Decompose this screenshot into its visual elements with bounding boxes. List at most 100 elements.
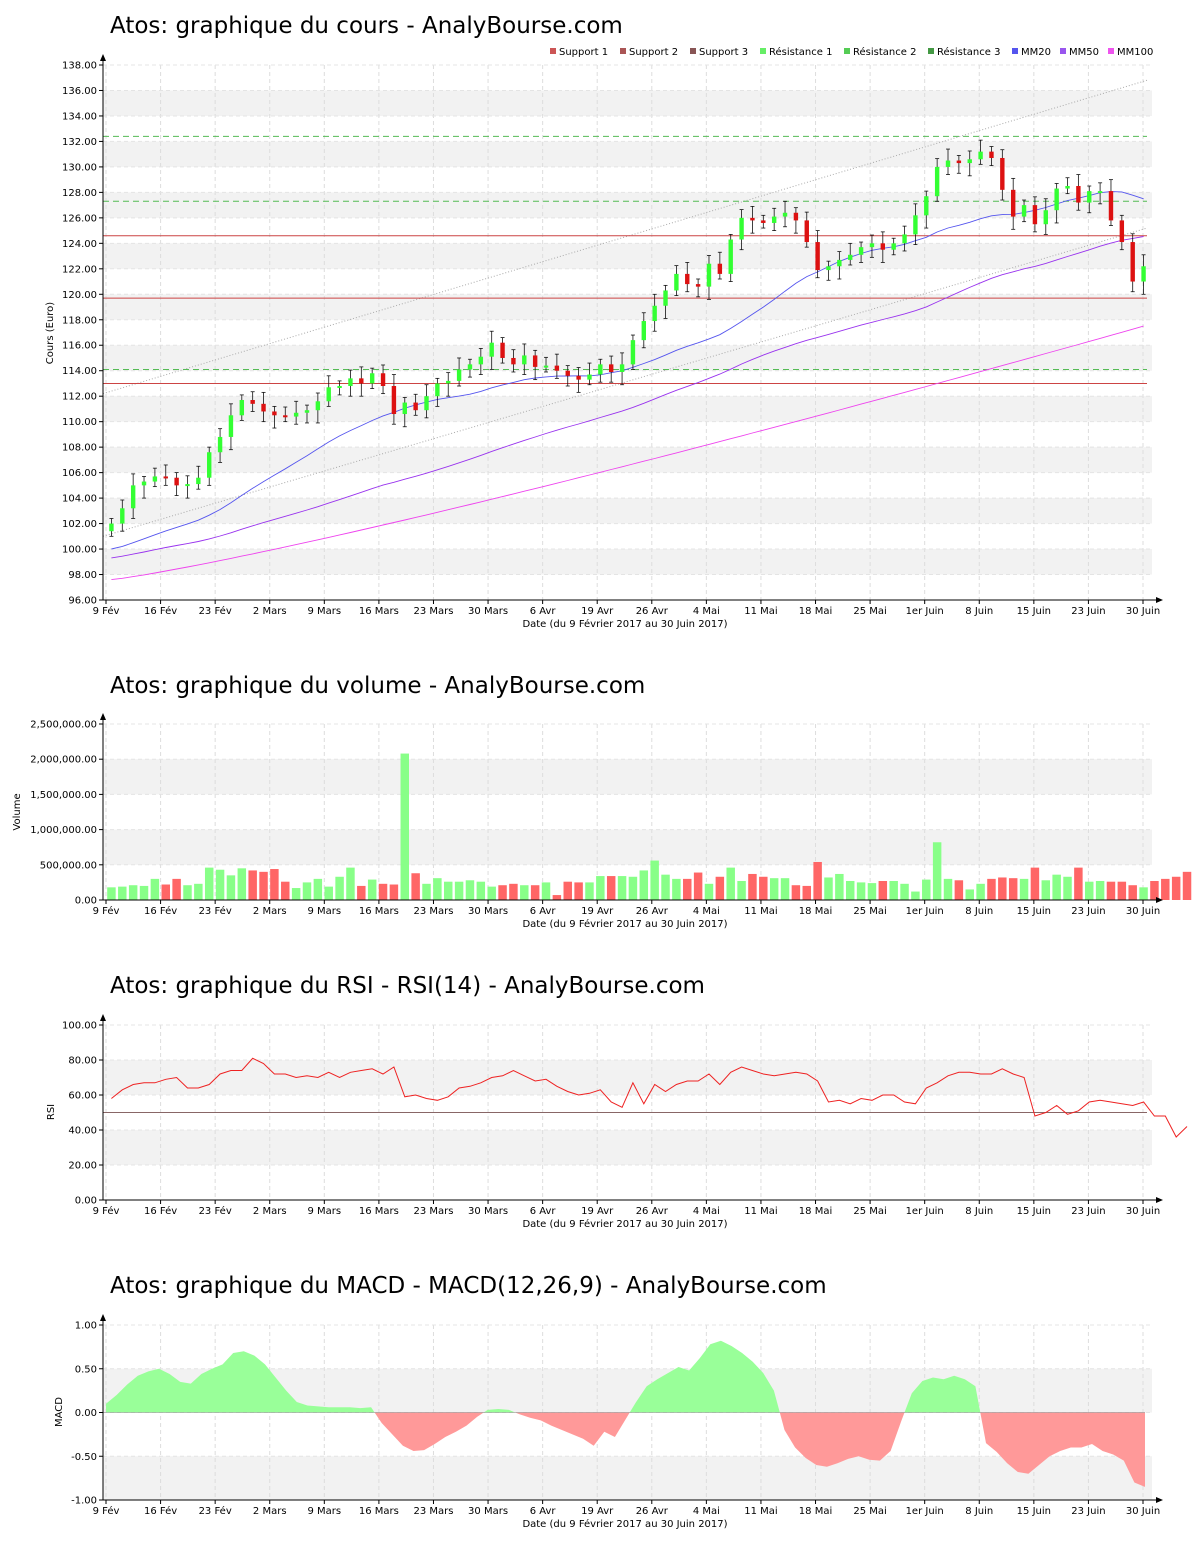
volume-bar (378, 883, 388, 900)
price-legend: Support 1 Support 2 Support 3 Résistance 1 R… (550, 46, 1153, 58)
candle-down (695, 284, 701, 287)
rsi-xtick-label: 16 Mars (359, 1206, 399, 1217)
candle-down (1076, 186, 1081, 203)
candle-down (1000, 157, 1005, 190)
volume-bar (748, 873, 757, 900)
volume-bar (237, 868, 247, 900)
price-ytick-label: 134.00 (62, 111, 97, 122)
volume-bar (1150, 880, 1159, 900)
rsi-ytick-label: 80.00 (68, 1056, 97, 1067)
volume-bar (498, 885, 507, 900)
volume-xtick-label: 16 Mars (359, 906, 399, 917)
candle-up (837, 259, 842, 267)
rsi-xtick-label: 11 Mai (744, 1206, 777, 1217)
volume-bar (346, 867, 355, 900)
volume-bar (1019, 878, 1029, 900)
price-ylabel: Cours (Euro) (45, 302, 56, 365)
mm100-line (111, 325, 1144, 581)
volume-xtick-label: 19 Avr (581, 906, 614, 917)
price-band (103, 345, 1152, 371)
candle-up (467, 364, 473, 370)
volume-bar (1106, 881, 1116, 900)
candle-up (207, 452, 212, 478)
price-xlabel: Date (du 9 Février 2017 au 30 Juin 2017) (522, 618, 727, 630)
candle-up (369, 373, 375, 384)
volume-bar (628, 876, 638, 900)
volume-bar (291, 888, 301, 900)
volume-bar (672, 878, 681, 900)
volume-bar (596, 876, 605, 900)
volume-xtick-label: 18 Mai (799, 906, 832, 917)
legend-swatch (1060, 48, 1066, 54)
price-xtick-label: 25 Mai (853, 606, 886, 617)
volume-xtick-label: 11 Mai (744, 906, 777, 917)
candle-up (902, 234, 907, 244)
candle-down (793, 212, 799, 221)
candle-up (304, 410, 310, 413)
price-band (103, 141, 1152, 167)
rsi-ytick-label: 0.00 (75, 1196, 97, 1207)
price-xtick-label: 1er Juin (906, 606, 944, 617)
rsi-xtick-label: 16 Fév (144, 1205, 177, 1217)
price-ytick-label: 138.00 (62, 61, 97, 72)
candle-up (489, 342, 494, 357)
volume-bar (813, 861, 822, 900)
price-candles (109, 139, 1146, 537)
candle-up (130, 485, 136, 509)
volume-bar (335, 876, 344, 900)
price-band (103, 549, 1152, 575)
volume-band (103, 829, 1152, 865)
rsi-chart: Atos: graphique du RSI - RSI(14) - Analy… (46, 973, 1188, 1230)
volume-bar (118, 886, 127, 900)
macd-ytick-label: 0.50 (75, 1364, 97, 1375)
candle-down (1130, 242, 1135, 282)
volume-bar (661, 874, 670, 900)
mm50-line (111, 236, 1144, 559)
price-ytick-label: 118.00 (62, 315, 97, 326)
candle-down (174, 477, 179, 486)
candle-up (239, 400, 245, 416)
candle-up (869, 243, 875, 248)
price-ytick-label: 110.00 (62, 417, 97, 428)
candle-down (272, 411, 277, 416)
macd-xtick-label: 11 Mai (744, 1506, 777, 1517)
legend-label: Support 2 (629, 47, 678, 58)
price-xtick-label: 15 Juin (1017, 606, 1051, 617)
volume-bar (1128, 885, 1137, 900)
volume-xtick-label: 23 Mars (413, 906, 453, 917)
macd-xtick-label: 19 Avr (581, 1506, 614, 1517)
macd-positive-area (483, 1409, 516, 1413)
volume-bar (835, 873, 844, 900)
candle-up (978, 151, 983, 160)
volume-bar (791, 885, 801, 900)
rsi-xtick-label: 1er Juin (906, 1206, 944, 1217)
price-xtick-label: 9 Mars (308, 606, 342, 617)
volume-bar (650, 860, 659, 900)
candle-up (1043, 210, 1048, 225)
candle-up (858, 247, 864, 255)
volume-bar (443, 881, 453, 900)
rsi-ytick-label: 100.00 (62, 1021, 97, 1032)
volume-bar (281, 881, 290, 900)
macd-negative-area (374, 1412, 484, 1451)
volume-bar (552, 895, 562, 900)
volume-bar (932, 842, 942, 900)
price-ytick-label: 96.00 (68, 596, 97, 607)
macd-area (103, 1340, 1145, 1487)
candle-down (380, 373, 386, 386)
volume-bar (367, 879, 377, 900)
macd-xaxis-arrow (1156, 1497, 1163, 1503)
volume-bar (433, 878, 442, 900)
candle-up (967, 159, 972, 164)
macd-xtick-label: 9 Mars (308, 1506, 342, 1517)
volume-bar (976, 883, 985, 900)
legend-label: MM50 (1069, 47, 1099, 58)
candle-down (1032, 205, 1038, 225)
candle-up (228, 415, 234, 437)
candle-down (576, 375, 581, 380)
macd-negative-area (515, 1412, 630, 1446)
price-xtick-label: 8 Juin (965, 606, 993, 617)
price-ytick-label: 106.00 (62, 468, 97, 479)
price-ytick-label: 132.00 (62, 137, 97, 148)
price-xtick-label: 6 Avr (530, 606, 557, 617)
